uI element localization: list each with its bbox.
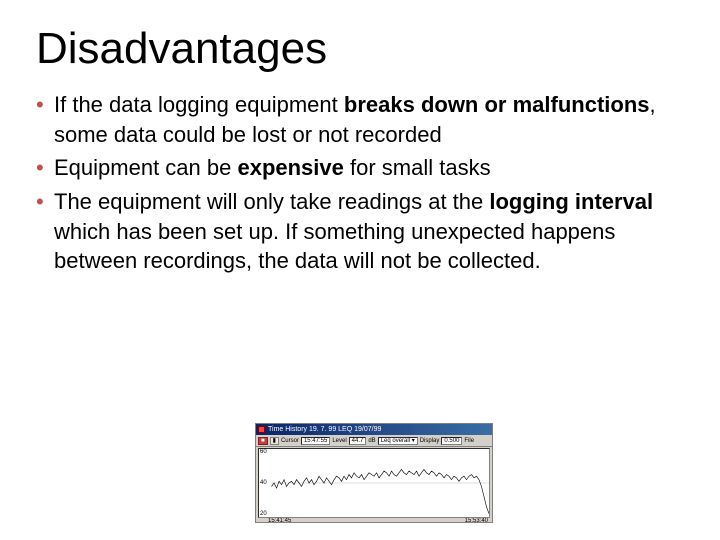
waveform-chart: 60 40 20 bbox=[258, 448, 490, 518]
y-tick: 40 bbox=[260, 480, 267, 486]
file-label: File bbox=[464, 438, 474, 444]
bullet-bold: breaks down or malfunctions bbox=[344, 92, 650, 117]
display-label: Display bbox=[420, 438, 440, 444]
y-tick: 60 bbox=[260, 449, 267, 455]
bullet-bold: expensive bbox=[237, 155, 343, 180]
window-titlebar: Time History 19. 7. 99 LEQ 19/07/99 bbox=[256, 424, 492, 435]
bullet-item: If the data logging equipment breaks dow… bbox=[36, 90, 684, 149]
pause-button[interactable]: ▮ bbox=[270, 437, 279, 445]
cursor-field[interactable]: 15:47:55 bbox=[301, 437, 330, 445]
waveform-svg bbox=[259, 449, 489, 517]
page-title: Disadvantages bbox=[36, 24, 684, 74]
y-tick: 20 bbox=[260, 511, 267, 517]
bullet-text: If the data logging equipment bbox=[54, 92, 344, 117]
bullet-item: Equipment can be expensive for small tas… bbox=[36, 153, 684, 183]
bullet-item: The equipment will only take readings at… bbox=[36, 187, 684, 276]
bullet-text: Equipment can be bbox=[54, 155, 237, 180]
app-icon bbox=[258, 426, 265, 433]
type-select[interactable]: Leq overall ▾ bbox=[378, 437, 418, 445]
bullet-text: which has been set up. If something unex… bbox=[54, 219, 615, 274]
embedded-screenshot: Time History 19. 7. 99 LEQ 19/07/99 ■ ▮ … bbox=[255, 423, 493, 523]
level-field[interactable]: 44.7 bbox=[349, 437, 367, 445]
bullet-text: The equipment will only take readings at… bbox=[54, 189, 489, 214]
x-tick: 15:53:40 bbox=[465, 518, 488, 524]
embedded-window: Time History 19. 7. 99 LEQ 19/07/99 ■ ▮ … bbox=[255, 423, 493, 523]
window-toolbar: ■ ▮ Cursor 15:47:55 Level 44.7 dB Leq ov… bbox=[256, 435, 492, 447]
level-label: Level bbox=[332, 438, 346, 444]
unit-label: dB bbox=[368, 438, 375, 444]
display-field[interactable]: 0.500 bbox=[441, 437, 462, 445]
cursor-label: Cursor bbox=[281, 438, 299, 444]
record-button[interactable]: ■ bbox=[258, 437, 268, 445]
bullet-list: If the data logging equipment breaks dow… bbox=[36, 90, 684, 276]
bullet-text: for small tasks bbox=[344, 155, 491, 180]
x-tick: 15:41:45 bbox=[268, 518, 291, 524]
x-axis: 15:41:45 15:53:40 bbox=[256, 518, 492, 525]
window-title: Time History 19. 7. 99 LEQ 19/07/99 bbox=[268, 426, 381, 433]
bullet-bold: logging interval bbox=[489, 189, 653, 214]
